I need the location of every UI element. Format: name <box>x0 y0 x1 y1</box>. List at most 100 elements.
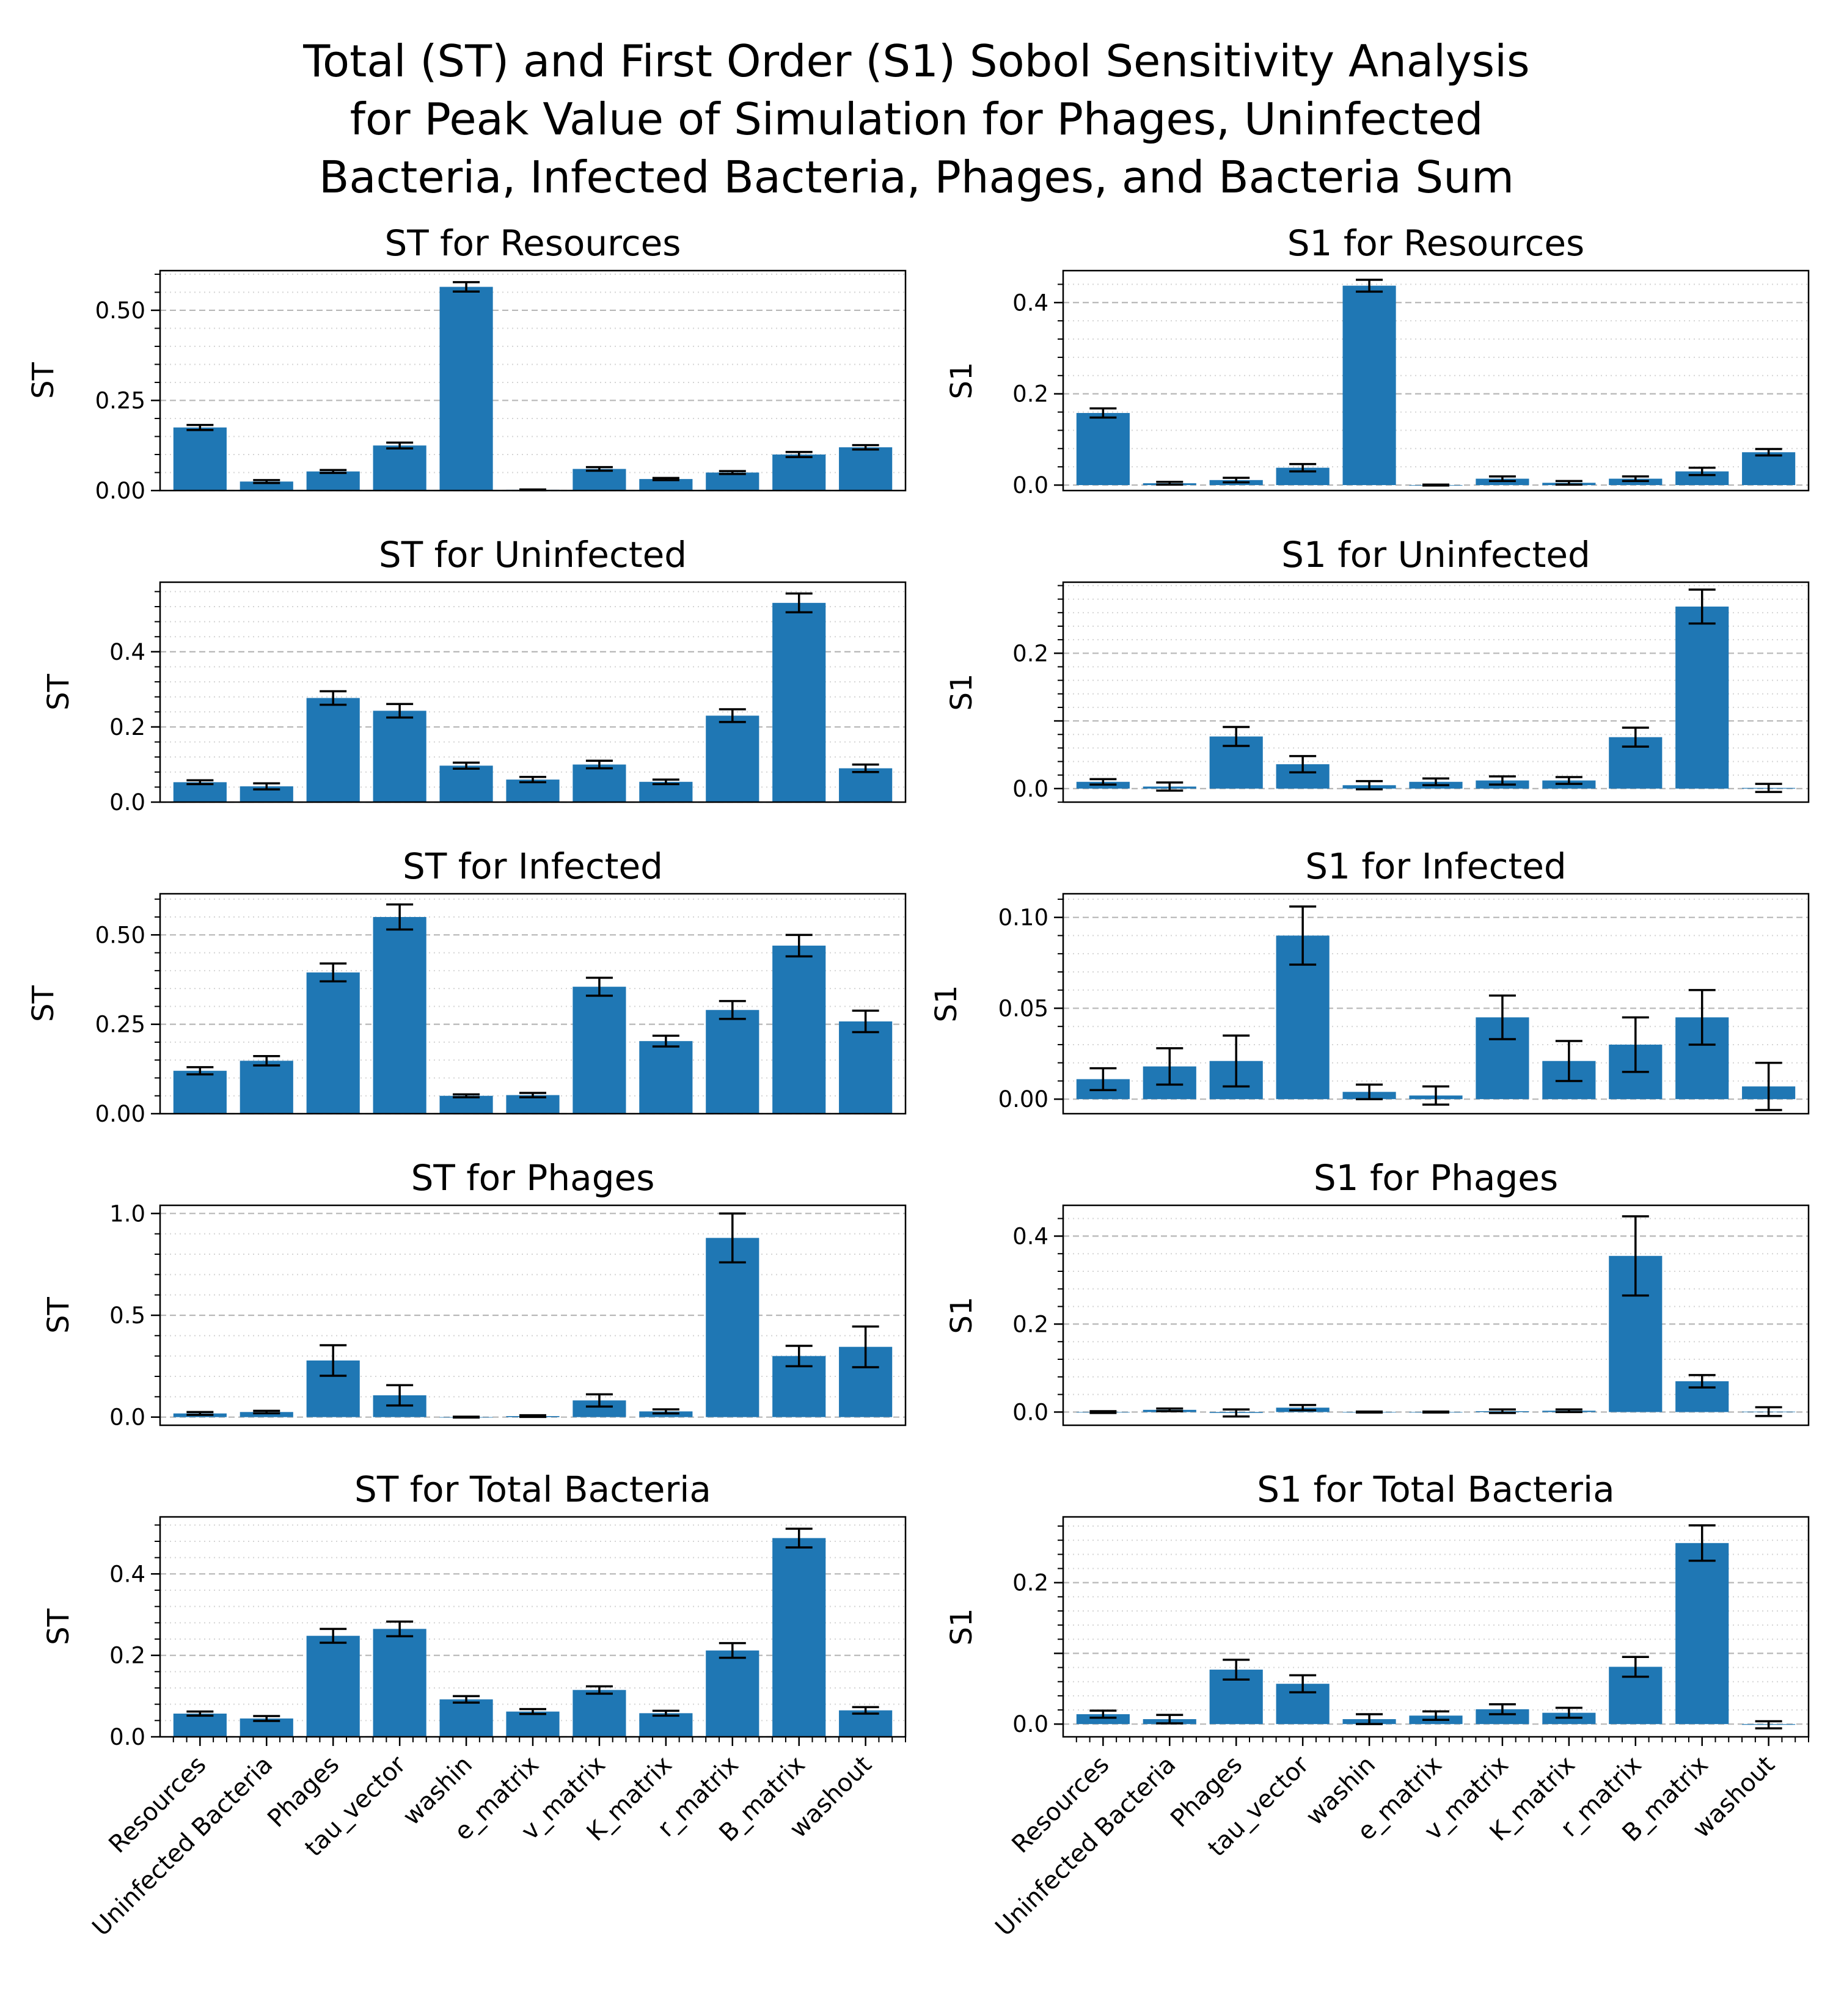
y-tick-label: 0.0 <box>109 789 145 816</box>
y-tick-label: 0.2 <box>1012 381 1048 407</box>
y-tick-label: 0.00 <box>998 1086 1048 1112</box>
chart-title-line-1: Total (ST) and First Order (S1) Sobol Se… <box>302 35 1529 87</box>
y-tick-label: 0.4 <box>109 639 145 665</box>
bar-v-matrix <box>573 469 626 491</box>
panel-st-for-phages: ST for Phages 0.0 0.5 1.0 ST <box>42 1157 907 1431</box>
y-tick-label: 0.00 <box>95 1101 145 1127</box>
y-tick-label: 0.2 <box>109 1643 145 1669</box>
y-tick-label: 1.0 <box>109 1200 145 1227</box>
y-tick-label: 0.25 <box>95 387 145 414</box>
y-tick-label: 0.2 <box>1012 1311 1048 1337</box>
bar-washin <box>439 1699 493 1737</box>
bar-washin <box>439 1095 493 1114</box>
bar-phages <box>306 471 360 491</box>
bar-phages <box>306 972 360 1114</box>
plot-frame <box>159 269 907 492</box>
y-axis-label: S1 <box>945 673 979 710</box>
plot-frame <box>159 893 907 1115</box>
panel-st-for-resources: ST for Resources 0.00 0.25 0.50 ST <box>26 222 907 504</box>
plot-frame <box>1062 269 1810 492</box>
y-tick-label: 0.50 <box>95 298 145 324</box>
bar-r-matrix <box>706 715 759 802</box>
y-axis-label: ST <box>26 362 60 398</box>
plot-frame <box>1062 893 1810 1115</box>
bar-e-matrix <box>506 780 560 802</box>
bar-resources <box>173 782 227 802</box>
y-axis-label: S1 <box>945 1608 979 1645</box>
bar-b-matrix <box>772 1538 826 1737</box>
bar-e-matrix <box>506 1711 560 1737</box>
bar-washout <box>839 1021 893 1114</box>
bar-r-matrix <box>706 1010 759 1114</box>
y-tick-label: 0.10 <box>998 905 1048 931</box>
plot-frame <box>159 1204 907 1426</box>
subplot-title: ST for Resources <box>384 222 681 264</box>
panel-s1-for-resources: S1 for Resources 0.0 0.2 0.4 S1 <box>945 222 1810 499</box>
y-tick-label: 0.00 <box>95 478 145 504</box>
bar-v-matrix <box>573 987 626 1114</box>
subplot-title: ST for Phages <box>411 1157 655 1199</box>
subplot-title: ST for Total Bacteria <box>354 1469 711 1510</box>
y-tick-label: 0.25 <box>95 1012 145 1038</box>
y-axis-label: ST <box>42 1296 76 1333</box>
panel-s1-for-phages: S1 for Phages 0.0 0.2 0.4 S1 <box>945 1157 1810 1426</box>
bar-washin <box>1342 285 1396 486</box>
bar-k-matrix <box>639 781 693 802</box>
bar-uninfected-bacteria <box>240 1061 293 1114</box>
bar-washout <box>839 1710 893 1737</box>
bar-tau-vector <box>373 710 426 802</box>
bar-r-matrix <box>706 472 759 491</box>
panel-st-for-infected: ST for Infected 0.00 0.25 0.50 ST <box>26 845 907 1127</box>
subplot-title: S1 for Total Bacteria <box>1257 1469 1614 1510</box>
bar-resources <box>1076 413 1130 486</box>
subplot-title: S1 for Resources <box>1287 222 1585 264</box>
bar-k-matrix <box>639 479 693 491</box>
bar-b-matrix <box>772 454 826 491</box>
bar-tau-vector <box>373 917 426 1114</box>
bar-washin <box>439 287 493 491</box>
bar-b-matrix <box>772 602 826 802</box>
y-tick-label: 0.4 <box>1012 1223 1048 1249</box>
bar-v-matrix <box>573 1690 626 1737</box>
plot-frame <box>159 581 907 803</box>
y-axis-label: ST <box>26 985 60 1021</box>
y-axis-label: ST <box>42 1608 76 1645</box>
y-axis-label: S1 <box>945 1296 979 1334</box>
subplot-title: ST for Uninfected <box>379 534 687 575</box>
y-axis-label: S1 <box>945 362 979 399</box>
y-tick-label: 0.0 <box>1012 1711 1048 1737</box>
bar-resources <box>173 427 227 491</box>
panel-s1-for-infected: S1 for Infected 0.00 0.05 0.10 S1 <box>929 845 1810 1115</box>
subplot-title: ST for Infected <box>403 845 663 887</box>
subplot-grid: ST for Resources 0.00 0.25 0.50 ST S1 for Res… <box>26 222 1810 1941</box>
y-axis-label: ST <box>42 673 76 710</box>
bar-b-matrix <box>1675 606 1729 789</box>
bar-tau-vector <box>373 1629 426 1737</box>
bar-washout <box>1742 452 1796 486</box>
y-tick-label: 0.4 <box>1012 290 1048 316</box>
bar-v-matrix <box>573 764 626 802</box>
y-tick-label: 0.0 <box>1012 776 1048 802</box>
plot-frame <box>1062 1204 1810 1426</box>
y-tick-label: 0.0 <box>1012 472 1048 499</box>
y-tick-label: 0.0 <box>109 1404 145 1431</box>
y-axis-label: S1 <box>929 985 964 1022</box>
bar-phages <box>306 1635 360 1737</box>
subplot-title: S1 for Infected <box>1305 845 1566 887</box>
bar-r-matrix <box>706 1650 759 1737</box>
y-tick-label: 0.2 <box>1012 1570 1048 1596</box>
y-tick-label: 0.0 <box>109 1724 145 1750</box>
chart-title-line-2: for Peak Value of Simulation for Phages,… <box>350 93 1484 145</box>
y-tick-label: 0.2 <box>109 714 145 740</box>
bar-tau-vector <box>373 445 426 491</box>
plot-frame <box>1062 581 1810 803</box>
bar-uninfected-bacteria <box>240 1412 293 1417</box>
chart-title-line-3: Bacteria, Infected Bacteria, Phages, and… <box>319 152 1514 203</box>
y-tick-label: 0.05 <box>998 995 1048 1021</box>
bar-k-matrix <box>639 1713 693 1737</box>
panel-st-for-total-bacteria: ST for Total Bacteria0.00.20.4STResource… <box>42 1469 907 1941</box>
bar-k-matrix <box>639 1041 693 1114</box>
bar-washout <box>839 768 893 802</box>
bar-phages <box>306 698 360 802</box>
